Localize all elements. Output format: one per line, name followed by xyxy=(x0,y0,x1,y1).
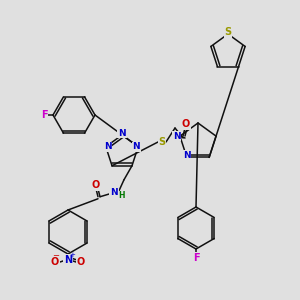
Text: S: S xyxy=(224,27,232,37)
Text: N: N xyxy=(118,128,126,137)
Text: −: − xyxy=(52,251,59,260)
Text: F: F xyxy=(41,110,47,120)
Text: S: S xyxy=(158,137,166,147)
Text: O: O xyxy=(77,257,85,267)
Text: N: N xyxy=(132,142,140,151)
Text: N: N xyxy=(173,132,181,141)
Text: N: N xyxy=(64,255,72,265)
Text: H: H xyxy=(119,191,125,200)
Text: F: F xyxy=(193,253,199,263)
Text: O: O xyxy=(92,180,100,190)
Text: N: N xyxy=(183,151,190,160)
Text: O: O xyxy=(51,257,59,267)
Text: O: O xyxy=(182,119,190,129)
Text: +: + xyxy=(69,252,75,258)
Text: N: N xyxy=(110,188,118,197)
Text: N: N xyxy=(104,142,112,151)
